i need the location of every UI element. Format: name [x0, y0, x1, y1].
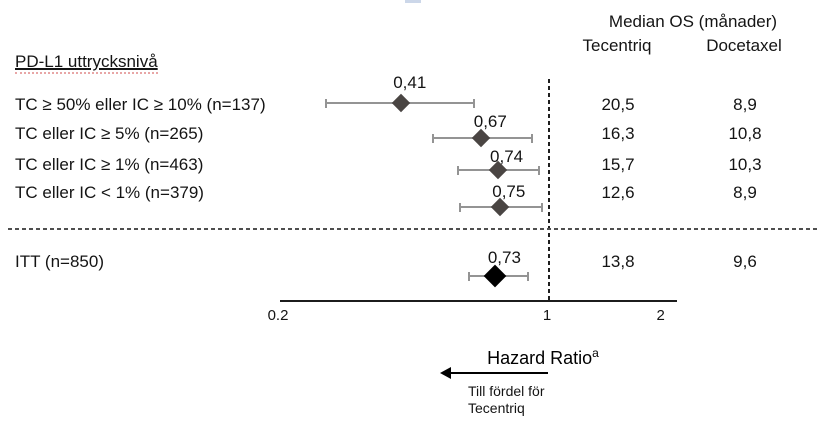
ci-cap-left: [432, 134, 435, 143]
os-docetaxel-value: 8,9: [733, 183, 757, 202]
os-docetaxel-value: 9,6: [733, 252, 757, 271]
axis-tick-label: 1: [542, 307, 552, 324]
ci-cap-left: [456, 166, 459, 175]
axis-tick-label: 2: [656, 307, 665, 324]
ci-cap-right: [526, 272, 529, 281]
os-docetaxel-value: 10,3: [728, 155, 762, 174]
ci-cap-right: [541, 203, 543, 212]
os-tecentriq-value: 20,5: [601, 95, 635, 114]
x-axis-title: Hazard Ratioa: [443, 342, 643, 369]
os-tecentriq-value: 15,7: [601, 155, 635, 174]
row-label: TC ≥ 50% eller IC ≥ 10% (n=137): [15, 95, 266, 114]
tecentriq-column-header: Tecentriq: [582, 36, 652, 55]
hr-value-label: 0,67: [473, 112, 507, 131]
hr-value-label: 0,74: [490, 147, 524, 166]
ci-cap-right: [530, 134, 533, 143]
hr-value-label: 0,73: [487, 248, 521, 267]
footnote-marker: a: [592, 346, 599, 360]
ci-cap-left: [459, 203, 462, 212]
row-label: ITT (n=850): [15, 252, 104, 271]
hazard-ratio-text: Hazard Ratio: [487, 348, 593, 368]
os-docetaxel-value: 10,8: [728, 124, 762, 143]
row-label: TC eller IC ≥ 1% (n=463): [15, 155, 204, 174]
ci-cap-right: [472, 99, 475, 108]
os-tecentriq-value: 16,3: [601, 124, 635, 143]
os-docetaxel-value: 8,9: [733, 95, 757, 114]
left-arrow-icon: [450, 372, 548, 374]
docetaxel-column-header: Docetaxel: [706, 36, 782, 55]
row-label: TC eller IC < 1% (n=379): [15, 183, 204, 202]
ci-cap-right: [537, 166, 540, 175]
itt-separator-line: [8, 228, 818, 230]
pdl1-heading: PD-L1 uttrycksnivå: [15, 51, 158, 74]
ci-cap-left: [467, 272, 470, 281]
ci-cap-left: [325, 99, 328, 108]
median-os-header: Median OS (månader): [608, 12, 778, 31]
reference-line-hr1: [548, 79, 550, 302]
hr-value-label: 0,75: [492, 182, 526, 201]
favors-note-line2: Tecentriq: [468, 400, 525, 416]
os-tecentriq-value: 13,8: [601, 252, 635, 271]
x-axis-line: [280, 300, 677, 302]
os-tecentriq-value: 12,6: [601, 183, 635, 202]
hr-value-label: 0,41: [393, 73, 427, 92]
left-arrow-head-icon: [440, 367, 451, 379]
selection-artifact: [405, 0, 421, 3]
row-label: TC eller IC ≥ 5% (n=265): [15, 124, 204, 143]
favors-note-line1: Till fördel för: [468, 383, 545, 399]
axis-tick-label: 0.2: [267, 307, 289, 324]
